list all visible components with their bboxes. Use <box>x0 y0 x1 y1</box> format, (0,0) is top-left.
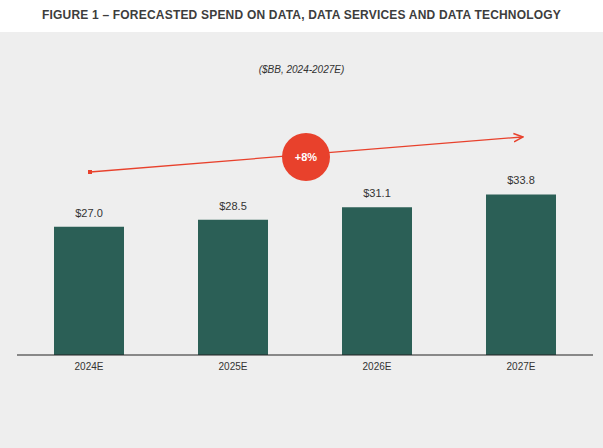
svg-text:2026E: 2026E <box>363 361 392 372</box>
html-text:($BB, 2024-2027E): ($BB, 2024-2027E) <box>258 64 345 75</box>
svg-text:$27.0: $27.0 <box>75 207 103 219</box>
svg-text:2027E: 2027E <box>507 361 536 372</box>
svg-text:2025E: 2025E <box>219 361 248 372</box>
svg-text:+8%: +8% <box>295 151 318 163</box>
svg-text:2024E: 2024E <box>75 361 104 372</box>
html-text:FIGURE 1 – FORECASTED SPEND ON: FIGURE 1 – FORECASTED SPEND ON DATA, DAT… <box>41 8 562 22</box>
svg-text:$33.8: $33.8 <box>507 174 535 186</box>
svg-text:$31.1: $31.1 <box>363 187 391 199</box>
svg-text:$28.5: $28.5 <box>219 200 247 212</box>
